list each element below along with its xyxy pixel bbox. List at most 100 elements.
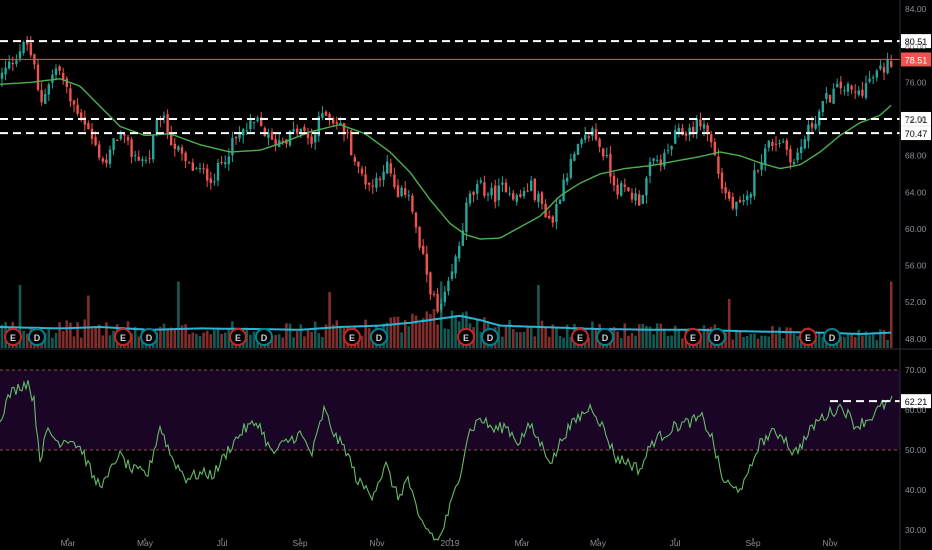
- volume-bar: [871, 332, 875, 348]
- candle-body: [353, 157, 356, 162]
- volume-bar: [519, 332, 522, 348]
- volume-bar: [778, 327, 781, 348]
- volume-bar: [727, 299, 731, 348]
- rsi-axis-tick: 50.00: [905, 445, 927, 455]
- time-axis-label: Nov: [369, 538, 385, 548]
- candle-body: [890, 61, 893, 67]
- volume-bar: [169, 327, 173, 348]
- price-axis-tick: 76.00: [905, 77, 927, 87]
- candle-body: [62, 72, 65, 80]
- volume-bar: [61, 331, 65, 348]
- candle-body: [454, 256, 457, 274]
- candle-body: [252, 121, 256, 123]
- volume-bar: [623, 323, 627, 348]
- volume-bar: [274, 335, 277, 348]
- candle-body: [717, 156, 720, 174]
- volume-bar: [51, 337, 54, 348]
- time-axis-label: May: [137, 538, 154, 548]
- volume-bar: [666, 335, 670, 348]
- volume-bar: [817, 333, 821, 348]
- volume-bar: [321, 336, 324, 348]
- volume-bar: [249, 334, 252, 348]
- rsi-axis-tick: 30.00: [905, 525, 927, 535]
- volume-bar: [90, 328, 94, 348]
- candle-body: [659, 159, 662, 166]
- candle-body: [702, 124, 706, 129]
- candle-body: [346, 132, 349, 134]
- candle-body: [778, 143, 781, 145]
- volume-bar: [616, 331, 619, 348]
- candle-body: [94, 137, 97, 146]
- volume-bar: [227, 328, 231, 348]
- dividend-badge: [28, 328, 46, 346]
- volume-bar: [814, 339, 817, 348]
- price-axis-tick: 56.00: [905, 261, 927, 271]
- volume-bar: [317, 333, 321, 348]
- candle-body: [861, 89, 864, 96]
- candle-body: [501, 182, 504, 185]
- candle-body: [886, 59, 889, 74]
- candle-body: [303, 127, 306, 131]
- volume-bar: [663, 328, 666, 348]
- candle-body: [368, 182, 371, 185]
- volume-bar: [450, 310, 454, 348]
- candle-body: [180, 147, 184, 154]
- volume-bar: [339, 326, 342, 348]
- volume-bar: [630, 333, 634, 348]
- candle-body: [566, 177, 569, 182]
- candle-body: [260, 117, 263, 126]
- candle-body: [753, 170, 756, 197]
- volume-bar: [108, 335, 112, 348]
- candle-body: [782, 141, 785, 143]
- volume-bar: [753, 333, 756, 348]
- volume-bar: [439, 281, 443, 348]
- candle-body: [98, 144, 101, 158]
- rsi-line: [0, 380, 893, 541]
- candle-body: [461, 230, 464, 246]
- volume-bar: [306, 330, 310, 348]
- candle-body: [846, 83, 850, 92]
- candle-body: [170, 131, 173, 146]
- candle-body: [515, 195, 518, 202]
- candle-body: [663, 152, 666, 167]
- candle-body: [735, 201, 738, 210]
- volume-bar: [681, 338, 684, 348]
- volume-bar: [187, 334, 191, 348]
- volume-bar: [177, 281, 180, 348]
- candle-body: [105, 159, 108, 164]
- volume-bar: [522, 331, 526, 348]
- candle-body: [551, 216, 554, 223]
- volume-bar: [508, 320, 511, 348]
- level-tag: [901, 34, 931, 49]
- volume-bar: [418, 322, 421, 348]
- volume-bar: [79, 337, 83, 348]
- candle-body: [612, 175, 616, 186]
- candle-body: [173, 143, 176, 149]
- volume-bar: [166, 329, 169, 348]
- candle-body: [569, 159, 572, 178]
- rsi-last-label: 62.21: [905, 397, 928, 407]
- event-badge-label: E: [463, 333, 469, 343]
- candle-body: [281, 140, 284, 142]
- candle-body: [256, 117, 259, 122]
- candle-body: [87, 123, 90, 130]
- candle-body: [530, 180, 533, 191]
- level-tag: [901, 126, 931, 141]
- volume-bar: [335, 320, 339, 348]
- candle-body: [537, 193, 540, 203]
- earnings-badge: [684, 328, 702, 346]
- volume-bar: [861, 335, 864, 348]
- volume-bar: [843, 336, 846, 348]
- volume-bar: [436, 324, 439, 348]
- candle-body: [447, 280, 450, 292]
- volume-bar: [292, 337, 295, 348]
- volume-bar: [735, 329, 738, 348]
- candle-body: [371, 185, 374, 187]
- volume-bar: [637, 324, 641, 348]
- volume-bar: [295, 331, 299, 348]
- candle-body: [166, 114, 169, 134]
- volume-bar: [886, 339, 889, 348]
- volume-bar: [565, 324, 569, 348]
